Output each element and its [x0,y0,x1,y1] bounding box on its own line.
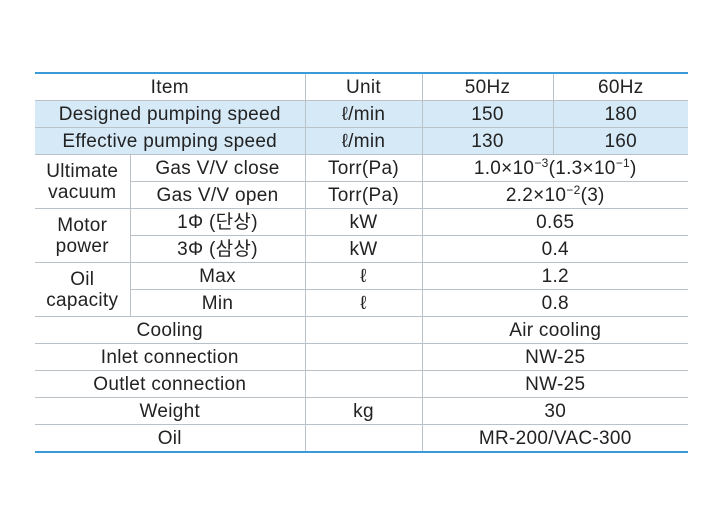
group-label: Ultimate vacuum [35,154,131,209]
value-text: (1.3×10 [548,157,616,179]
unit-cell: ℓ [304,289,423,317]
item-cell: Cooling [35,316,306,344]
exponent: −1 [615,155,630,170]
table-row: Weight kg 30 [35,397,688,425]
item-cell: 1Φ (단상) [129,208,306,236]
value-text: 0.65 [536,211,575,233]
table-row: Motor power 1Φ (단상) kW 0.65 [35,208,688,263]
value-text: 0.8 [541,292,569,314]
table-row: Cooling Air cooling [35,316,688,344]
value-cell: 150 [421,100,554,128]
item-cell: Designed pumping speed [35,100,306,128]
value-cell: 160 [552,127,688,155]
group-label: Oil capacity [35,262,131,317]
value-cell: 0.4 [421,235,688,263]
unit-cell: ℓ/min [304,127,423,155]
item-cell: Gas V/V close [129,154,306,182]
value-cell: MR-200/VAC-300 [421,424,688,453]
header-cell: 50Hz [421,72,554,101]
item-cell: Effective pumping speed [35,127,306,155]
unit-cell [304,424,423,453]
value-text: 0.4 [541,238,569,260]
spec-table: Item Unit 50Hz 60Hz Designed pumping speed ℓ/… [35,72,688,453]
item-cell: Outlet connection [35,370,306,398]
value-text: (3) [580,184,605,206]
item-cell: Min [130,289,306,317]
table-row: Effective pumping speed ℓ/min 130 160 [35,127,688,155]
value-cell: 30 [421,397,688,425]
item-cell: Oil [35,424,306,453]
table-row: Outlet connection NW-25 [35,370,688,398]
unit-cell [304,316,423,344]
table-row: Oil capacity Max ℓ 1.2 [35,262,688,317]
value-cell: 130 [421,127,554,155]
unit-cell: Torr(Pa) [304,181,423,209]
item-cell: Weight [35,397,306,425]
unit-cell: kW [304,235,423,263]
value-cell: 0.65 [421,208,688,236]
exponent: −3 [534,155,549,170]
value-cell: 1.0×10−3(1.3×10−1) [421,154,688,182]
value-cell: 1.2 [421,262,688,290]
unit-cell [304,343,423,371]
unit-cell: Torr(Pa) [304,154,423,182]
table-row: Inlet connection NW-25 [35,343,688,371]
value-cell: NW-25 [421,370,688,398]
unit-cell: ℓ [304,262,423,290]
item-cell: 3Φ (삼상) [130,235,306,263]
group-label: Motor power [35,208,131,263]
item-cell: Gas V/V open [130,181,306,209]
header-cell: 60Hz [552,72,688,101]
table-row: Item Unit 50Hz 60Hz [35,72,688,101]
unit-cell: kW [304,208,423,236]
table-row: Min ℓ 0.8 [35,289,688,317]
value-cell: NW-25 [421,343,688,371]
unit-cell [304,370,423,398]
value-cell: 180 [552,100,688,128]
item-cell: Max [129,262,306,290]
unit-cell: ℓ/min [304,100,423,128]
value-cell: 2.2×10−2(3) [421,181,688,209]
table-row: Ultimate vacuum Gas V/V close Torr(Pa) 1.0×… [35,154,688,209]
value-text: 2.2×10 [505,184,567,206]
table-row: Oil MR-200/VAC-300 [35,424,688,453]
value-cell: 0.8 [421,289,688,317]
value-text: ) [629,157,637,179]
table-row: Gas V/V open Torr(Pa) 2.2×10−2(3) [35,181,688,209]
exponent: −2 [566,182,581,197]
unit-cell: kg [304,397,423,425]
header-cell: Item [35,72,306,101]
value-text: 1.2 [541,265,569,287]
item-cell: Inlet connection [35,343,306,371]
value-text: 1.0×10 [473,157,535,179]
table-row: 3Φ (삼상) kW 0.4 [35,235,688,263]
table-row: Designed pumping speed ℓ/min 150 180 [35,100,688,128]
value-cell: Air cooling [421,316,688,344]
header-cell: Unit [304,72,423,101]
